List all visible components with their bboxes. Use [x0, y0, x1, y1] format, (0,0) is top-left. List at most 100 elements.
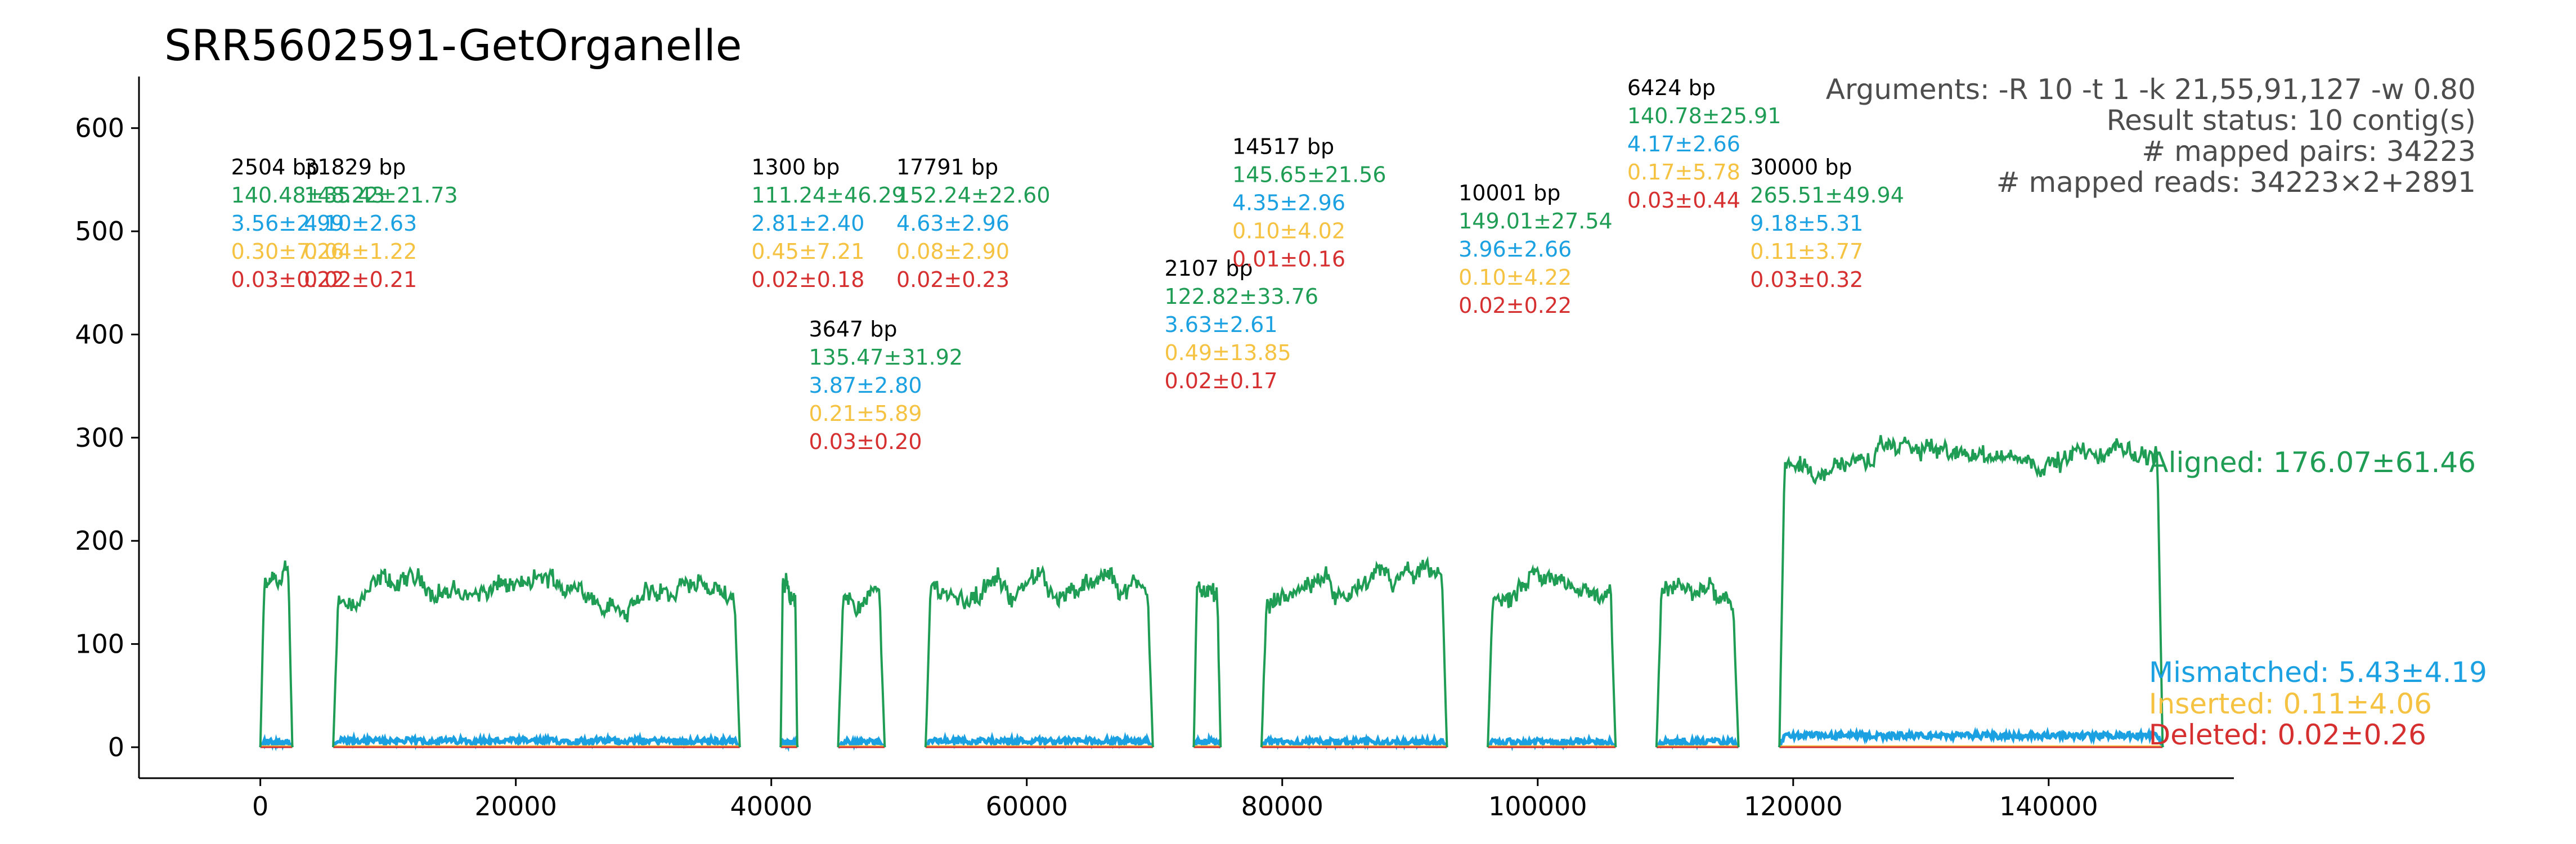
- contig-length-label: 10001 bp: [1458, 181, 1560, 205]
- aligned-series-segment: [332, 566, 741, 748]
- contig-length-label: 6424 bp: [1627, 75, 1716, 100]
- contig-deleted-label: 0.03±0.44: [1627, 188, 1740, 213]
- info-block: Arguments: -R 10 -t 1 -k 21,55,91,127 -w…: [1826, 73, 2476, 199]
- info-mapped-pairs: # mapped pairs: 34223: [2142, 135, 2476, 168]
- x-tick-label: 100000: [1488, 791, 1587, 821]
- x-tick-label: 120000: [1744, 791, 1843, 821]
- mismatch-series-segment: [1260, 733, 1448, 751]
- contig-aligned-label: 265.51±49.94: [1750, 183, 1904, 208]
- y-tick-label: 100: [75, 629, 124, 659]
- mismatch-series-segment: [331, 731, 742, 751]
- contig-aligned-label: 152.24±22.60: [896, 183, 1051, 208]
- contig-inserted-label: 0.30±7.26: [231, 239, 344, 264]
- mismatch-series-segment: [1655, 733, 1740, 751]
- x-tick-label: 0: [252, 791, 268, 821]
- aligned-series-segment: [259, 560, 294, 748]
- contig-inserted-label: 0.08±2.90: [896, 239, 1009, 264]
- contig-deleted-label: 0.03±0.22: [231, 267, 344, 292]
- contig-aligned-label: 111.24±46.29: [751, 183, 905, 208]
- x-tick-label: 20000: [475, 791, 557, 821]
- contig-deleted-label: 0.01±0.16: [1232, 247, 1345, 272]
- summary-deleted: Deleted: 0.02±0.26: [2149, 719, 2426, 751]
- info-mapped-reads: # mapped reads: 34223×2+2891: [1996, 166, 2476, 199]
- contig-mismatched-label: 3.56±2.99: [231, 211, 344, 236]
- contig-inserted-label: 0.04±1.22: [304, 239, 417, 264]
- aligned-series-segment: [924, 564, 1154, 748]
- contig-mismatched-label: 3.63±2.61: [1164, 312, 1277, 337]
- aligned-series-segment: [1778, 435, 2164, 748]
- mismatch-series-segment: [259, 734, 294, 752]
- contig-labels: 2504 bp140.48±35.433.56±2.990.30±7.260.0…: [231, 75, 1904, 454]
- x-tick-label: 40000: [730, 791, 813, 821]
- contig-mismatched-label: 4.35±2.96: [1232, 191, 1345, 216]
- contig-deleted-label: 0.03±0.32: [1750, 267, 1863, 292]
- chart-title: SRR5602591-GetOrganelle: [164, 20, 742, 70]
- contig-aligned-label: 148.22±21.73: [304, 183, 458, 208]
- mismatch-series-segment: [779, 734, 799, 752]
- contig-deleted-label: 0.02±0.17: [1164, 369, 1277, 393]
- axis-ticks: 0 20000 40000 60000 80000 100000 120000 140000 0…: [75, 113, 2098, 821]
- aligned-series-segment: [1655, 577, 1740, 748]
- contig-aligned-label: 122.82±33.76: [1164, 284, 1318, 309]
- contig-length-label: 1300 bp: [751, 155, 840, 179]
- plot-area: [259, 435, 2165, 752]
- aligned-series-segment: [1192, 581, 1222, 748]
- contig-aligned-label: 140.78±25.91: [1627, 104, 1781, 128]
- contig-inserted-label: 0.11±3.77: [1750, 239, 1863, 264]
- contig-deleted-label: 0.02±0.23: [896, 267, 1009, 292]
- mismatch-series-segment: [837, 734, 886, 751]
- mismatch-series-segment: [1192, 732, 1222, 749]
- y-tick-label: 400: [75, 319, 124, 349]
- contig-length-label: 17791 bp: [896, 155, 998, 179]
- contig-aligned-label: 135.47±31.92: [809, 345, 963, 370]
- mismatch-series-segment: [1486, 733, 1617, 752]
- mismatch-series-segment: [924, 731, 1155, 750]
- contig-length-label: 14517 bp: [1232, 134, 1334, 159]
- mismatch-series-segment: [1778, 726, 2165, 748]
- x-tick-label: 60000: [986, 791, 1068, 821]
- y-tick-label: 600: [75, 113, 124, 143]
- info-result-status: Result status: 10 contig(s): [2107, 104, 2476, 137]
- aligned-series-segment: [837, 584, 886, 748]
- contig-mismatched-label: 9.18±5.31: [1750, 211, 1863, 236]
- info-arguments: Arguments: -R 10 -t 1 -k 21,55,91,127 -w…: [1826, 73, 2476, 106]
- y-tick-label: 200: [75, 526, 124, 556]
- contig-mismatched-label: 3.87±2.80: [809, 373, 922, 398]
- contig-inserted-label: 0.10±4.22: [1458, 265, 1572, 290]
- contig-length-label: 31829 bp: [304, 155, 406, 179]
- contig-aligned-label: 140.48±35.43: [231, 183, 385, 208]
- contig-length-label: 30000 bp: [1750, 155, 1852, 179]
- aligned-series-segment: [779, 573, 798, 748]
- contig-mismatched-label: 4.63±2.96: [896, 211, 1009, 236]
- contig-deleted-label: 0.03±0.20: [809, 429, 922, 454]
- x-tick-label: 140000: [1999, 791, 2098, 821]
- summary-inserted: Inserted: 0.11±4.06: [2149, 688, 2432, 720]
- y-tick-label: 300: [75, 423, 124, 453]
- contig-length-label: 2107 bp: [1164, 256, 1253, 281]
- contig-inserted-label: 0.21±5.89: [809, 401, 922, 426]
- contig-mismatched-label: 4.17±2.66: [1627, 132, 1740, 156]
- contig-mismatched-label: 2.81±2.40: [751, 211, 864, 236]
- contig-inserted-label: 0.45±7.21: [751, 239, 864, 264]
- summary-mismatched: Mismatched: 5.43±4.19: [2149, 656, 2487, 689]
- contig-deleted-label: 0.02±0.21: [304, 267, 417, 292]
- contig-mismatched-label: 4.10±2.63: [304, 211, 417, 236]
- contig-aligned-label: 149.01±27.54: [1458, 209, 1613, 234]
- contig-inserted-label: 0.49±13.85: [1164, 340, 1291, 365]
- contig-inserted-label: 0.17±5.78: [1627, 160, 1740, 185]
- contig-mismatched-label: 3.96±2.66: [1458, 237, 1572, 262]
- contig-inserted-label: 0.10±4.02: [1232, 219, 1345, 244]
- contig-deleted-label: 0.02±0.22: [1458, 293, 1572, 318]
- summary-aligned: Aligned: 176.07±61.46: [2149, 446, 2476, 479]
- y-tick-label: 0: [108, 732, 124, 762]
- aligned-series-segment: [1260, 556, 1448, 748]
- contig-length-label: 2504 bp: [231, 155, 320, 179]
- contig-deleted-label: 0.02±0.18: [751, 267, 864, 292]
- summary-block: Aligned: 176.07±61.46 Mismatched: 5.43±4…: [2149, 446, 2487, 751]
- contig-aligned-label: 145.65±21.56: [1232, 163, 1386, 187]
- aligned-series-segment: [1487, 564, 1617, 748]
- y-tick-label: 500: [75, 216, 124, 246]
- contig-length-label: 3647 bp: [809, 317, 897, 342]
- x-tick-label: 80000: [1241, 791, 1323, 821]
